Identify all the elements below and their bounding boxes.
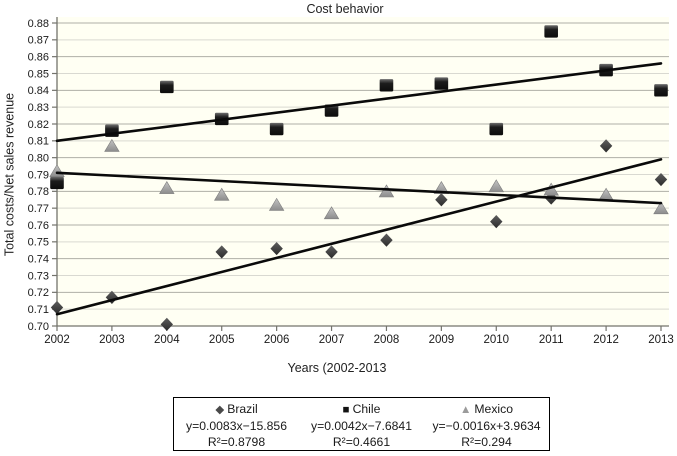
diamond-marker-icon: ◆	[215, 404, 225, 416]
mexico-point	[159, 180, 175, 194]
y-axis-title: Total costs/Net sales revenue	[2, 92, 17, 257]
mexico-point	[378, 184, 395, 198]
y-tick-label: 0.72	[28, 287, 49, 299]
x-tick-label: 2008	[374, 334, 400, 346]
mexico-point	[323, 206, 340, 220]
y-tick-label: 0.88	[28, 18, 49, 30]
brazil-point	[270, 241, 283, 256]
x-tick-label: 2003	[99, 334, 125, 346]
chile-point	[269, 122, 284, 136]
chile-point	[434, 77, 449, 90]
legend-label: Brazil	[227, 402, 258, 416]
mexico-point	[653, 201, 669, 215]
x-tick-label: 2002	[44, 334, 70, 346]
brazil-point	[435, 193, 448, 207]
x-axis-title: Years (2002-2013	[287, 361, 387, 375]
brazil-point	[160, 317, 174, 331]
y-tick-label: 0.81	[28, 136, 49, 148]
legend-r2: R²=0.4661	[332, 435, 391, 449]
chile-point	[324, 104, 339, 117]
brazil-point	[50, 300, 64, 315]
brazil-trendline	[55, 158, 663, 316]
chile-point	[160, 80, 174, 94]
chile-point	[544, 25, 558, 38]
y-tick-label: 0.73	[28, 270, 49, 282]
x-tick-label: 2009	[429, 334, 455, 346]
x-tick-label: 2010	[483, 334, 509, 346]
chile-trendline	[55, 62, 663, 143]
brazil-point	[654, 172, 668, 187]
brazil-point	[325, 245, 338, 259]
y-tick-label: 0.74	[28, 253, 49, 265]
y-tick-label: 0.77	[28, 203, 49, 215]
y-tick-label: 0.70	[28, 321, 49, 333]
x-tick-label: 2012	[593, 334, 619, 346]
x-tick-label: 2006	[264, 334, 290, 346]
plot-background	[57, 17, 669, 326]
y-tick-label: 0.79	[28, 169, 49, 181]
chile-point	[379, 79, 394, 92]
x-tick-label: 2004	[154, 334, 180, 346]
legend-entry-mexico: ▲ Mexico y=−0.0016x+3.9634 R²=0.294	[424, 398, 549, 450]
legend-equation: y=0.0042x−7.6841	[311, 419, 412, 433]
y-tick-label: 0.71	[28, 304, 49, 316]
legend-series-name: ◆ Brazil	[174, 401, 299, 418]
mexico-point	[104, 138, 120, 152]
y-tick-label: 0.82	[28, 119, 49, 131]
brazil-point	[490, 215, 503, 229]
y-tick-label: 0.80	[28, 152, 49, 164]
mexico-point	[213, 187, 230, 201]
legend-series-name: ▲ Mexico	[424, 401, 549, 418]
y-tick-label: 0.84	[28, 85, 49, 97]
x-tick-label: 2011	[539, 334, 564, 346]
mexico-point	[488, 179, 505, 193]
y-tick-label: 0.76	[28, 220, 49, 232]
mexico-trendline	[55, 171, 663, 205]
legend-equation: y=0.0083x−15.856	[186, 419, 287, 433]
legend-label: Chile	[352, 402, 381, 416]
brazil-point	[105, 290, 119, 304]
legend-equation: y=−0.0016x+3.9634	[432, 419, 541, 433]
legend-entry-brazil: ◆ Brazil y=0.0083x−15.856 R²=0.8798	[174, 398, 299, 450]
chile-point	[50, 176, 64, 190]
chile-point	[489, 122, 504, 136]
brazil-point	[380, 233, 393, 247]
legend: ◆ Brazil y=0.0083x−15.856 R²=0.8798 ■ Chil…	[173, 397, 550, 451]
x-tick-label: 2005	[209, 334, 235, 346]
y-tick-label: 0.86	[28, 51, 49, 63]
legend-r2: R²=0.294	[461, 435, 512, 449]
square-marker-icon: ■	[342, 404, 350, 416]
brazil-point	[599, 139, 613, 153]
x-tick-label: 2007	[319, 334, 345, 346]
chart-title: Cost behavior	[306, 2, 384, 16]
y-tick-label: 0.75	[28, 237, 49, 249]
mexico-point	[268, 197, 285, 211]
y-tick-label: 0.87	[28, 35, 49, 47]
mexico-point	[433, 180, 450, 194]
y-tick-label: 0.85	[28, 68, 49, 80]
legend-label: Mexico	[474, 402, 513, 416]
brazil-point	[215, 245, 228, 259]
y-tick-label: 0.83	[28, 102, 49, 114]
triangle-marker-icon: ▲	[460, 404, 472, 416]
x-tick-label: 2013	[648, 334, 674, 346]
y-tick-label: 0.78	[28, 186, 49, 198]
legend-r2: R²=0.8798	[207, 435, 266, 449]
legend-series-name: ■ Chile	[299, 401, 424, 418]
legend-entry-chile: ■ Chile y=0.0042x−7.6841 R²=0.4661	[299, 398, 424, 450]
chile-point	[654, 84, 668, 97]
